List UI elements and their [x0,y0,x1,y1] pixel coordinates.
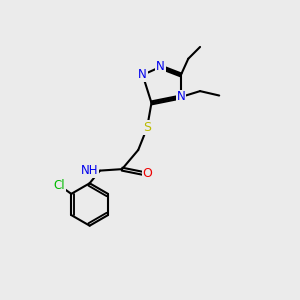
Text: N: N [176,91,185,103]
Text: N: N [156,61,165,74]
Text: N: N [138,68,147,81]
Text: NH: NH [81,164,98,177]
Text: Cl: Cl [54,178,65,191]
Text: O: O [143,167,153,180]
Text: S: S [143,122,151,134]
